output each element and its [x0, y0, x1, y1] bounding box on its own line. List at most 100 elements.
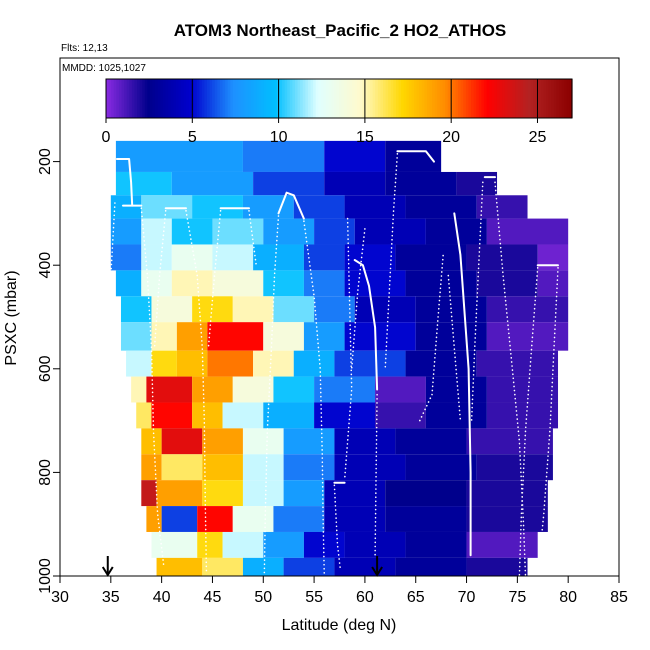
colorbar-swatch: [468, 79, 472, 118]
flight-track: [277, 191, 305, 220]
heat-cell: [395, 244, 467, 271]
heat-cell: [192, 402, 223, 429]
heat-cell: [415, 322, 487, 351]
heat-cell: [161, 428, 203, 455]
heat-cell: [293, 195, 345, 219]
y-tick-label: 200: [37, 148, 54, 175]
heat-cell: [303, 322, 345, 351]
colorbar-swatch: [106, 79, 110, 118]
heat-cell: [263, 531, 304, 558]
colorbar-swatch: [362, 79, 366, 118]
heat-cell: [324, 506, 386, 532]
colorbar-swatch: [186, 79, 190, 118]
colorbar-swatch: [150, 79, 154, 118]
heat-cell: [263, 218, 315, 245]
heat-cell: [115, 270, 142, 297]
heat-cell: [385, 480, 467, 507]
heat-cell: [192, 195, 243, 219]
colorbar-swatch: [157, 79, 161, 118]
colorbar-swatch: [452, 79, 457, 118]
colorbar-swatch: [232, 79, 237, 118]
flight-track: [153, 210, 167, 349]
heat-cell: [334, 557, 396, 576]
heat-cell: [283, 454, 335, 481]
flight-track: [453, 212, 472, 557]
flight-track: [518, 267, 539, 577]
colorbar-swatch: [320, 79, 325, 118]
heat-cell: [314, 376, 376, 403]
heat-cell: [141, 428, 162, 455]
colorbar-swatch: [351, 79, 356, 118]
colorbar-swatch: [152, 79, 156, 118]
heat-cell: [395, 428, 467, 455]
colorbar-swatch: [307, 79, 312, 118]
colorbar-swatch: [173, 79, 177, 118]
colorbar-tick-label: 15: [356, 129, 374, 146]
colorbar-swatch: [437, 79, 441, 118]
colorbar-swatch: [287, 79, 291, 118]
heat-cell: [232, 376, 274, 403]
heat-cell: [212, 244, 254, 271]
colorbar-swatch: [357, 79, 361, 118]
colorbar-swatch: [509, 79, 514, 118]
heat-cell: [375, 402, 426, 429]
heat-cell: [202, 428, 243, 455]
heat-cell: [197, 531, 223, 558]
heat-cell: [253, 244, 304, 271]
heat-cell: [466, 244, 538, 271]
heat-cell: [151, 531, 198, 558]
colorbar-swatch: [419, 79, 423, 118]
colorbar-swatch: [403, 79, 407, 118]
heat-cell: [110, 195, 142, 219]
colorbar-swatch: [447, 79, 451, 118]
heat-cell: [375, 376, 426, 403]
colorbar-swatch: [458, 79, 462, 118]
heat-cell: [141, 270, 172, 297]
heat-cell: [110, 244, 142, 271]
colorbar-swatch: [377, 79, 382, 118]
colorbar-swatch: [502, 79, 506, 118]
colorbar-swatch: [126, 79, 130, 118]
colorbar-swatch: [406, 79, 410, 118]
colorbar-swatch: [496, 79, 501, 118]
colorbar-swatch: [507, 79, 511, 118]
heat-cell: [171, 218, 213, 245]
x-tick-label: 65: [407, 589, 425, 606]
heat-cell: [314, 402, 376, 429]
heat-cell: [476, 454, 553, 481]
x-tick-label: 40: [153, 589, 171, 606]
colorbar-tick-label: 5: [188, 129, 197, 146]
flights-label: Flts: 12,13: [61, 43, 108, 54]
heat-cell: [273, 506, 325, 532]
colorbar-swatch: [383, 79, 387, 118]
colorbar-swatch: [250, 79, 255, 118]
x-tick-label: 80: [559, 589, 577, 606]
colorbar-swatch: [137, 79, 141, 118]
colorbar-swatch: [370, 79, 374, 118]
colorbar-swatch: [551, 79, 555, 118]
heat-cell: [171, 171, 254, 196]
heat-cell: [456, 171, 498, 196]
colorbar-swatch: [155, 79, 159, 118]
colorbar-swatch: [199, 79, 203, 118]
heat-cell: [466, 506, 548, 532]
y-axis-label: PSXC (mbar): [3, 270, 20, 365]
heat-cell: [197, 506, 233, 532]
colorbar-swatch: [491, 79, 495, 118]
flight-track: [263, 215, 280, 577]
heat-cell: [242, 140, 325, 172]
colorbar-swatch: [323, 79, 327, 118]
heat-cell: [242, 454, 284, 481]
heat-cell: [293, 350, 335, 377]
heat-cell: [161, 454, 203, 481]
heat-cell: [405, 195, 477, 219]
x-tick-label: 55: [305, 589, 323, 606]
dates-label: MMDD: 1025,1027: [62, 63, 146, 74]
colorbar-swatch: [421, 79, 426, 118]
heat-cell: [146, 506, 162, 532]
arrow-head: [101, 566, 114, 577]
colorbar-swatch: [222, 79, 226, 118]
colorbar-swatch: [465, 79, 470, 118]
colorbar-swatch: [434, 79, 438, 118]
